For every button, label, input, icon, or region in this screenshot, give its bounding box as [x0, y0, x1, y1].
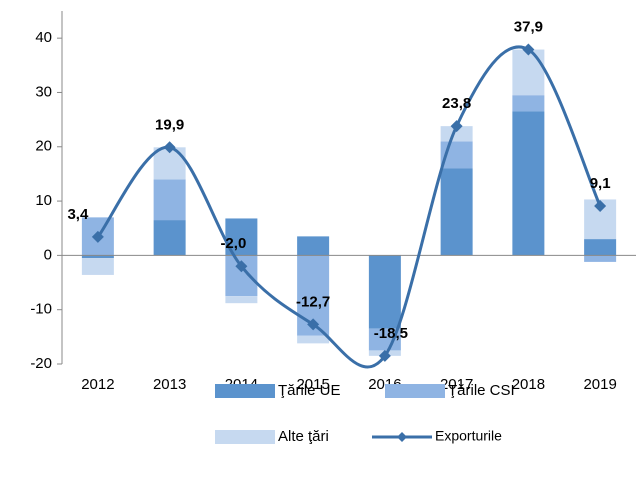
y-tick-label: 30: [35, 83, 52, 100]
data-label: -18,5: [374, 325, 408, 342]
y-tick-label: 0: [44, 246, 52, 263]
marker: [91, 230, 104, 243]
bar: [512, 95, 545, 112]
x-tick-label: 2015: [296, 376, 329, 393]
legend-marker: [397, 432, 407, 442]
legend-swatch: [385, 384, 445, 398]
y-tick-label: -20: [30, 355, 52, 372]
bar: [584, 255, 617, 262]
data-label: 9,1: [590, 175, 611, 192]
x-tick-label: 2017: [440, 376, 473, 393]
bar: [512, 49, 545, 96]
bar: [81, 258, 114, 275]
legend-label: Alte ţări: [278, 428, 329, 445]
marker: [594, 199, 607, 212]
bar: [153, 220, 186, 256]
y-tick-label: -10: [30, 301, 52, 318]
x-tick-label: 2013: [153, 376, 186, 393]
y-tick-label: 20: [35, 138, 52, 155]
legend-label: Exporturile: [435, 428, 502, 444]
y-tick-label: 40: [35, 29, 52, 46]
bar: [368, 328, 401, 351]
bar: [297, 236, 330, 256]
data-label: 23,8: [442, 95, 471, 112]
bar: [81, 255, 114, 259]
bar: [368, 255, 401, 329]
marker: [450, 120, 463, 133]
bar: [440, 168, 473, 256]
marker: [378, 349, 391, 362]
x-tick-label: 2018: [512, 376, 545, 393]
x-tick-label: 2012: [81, 376, 114, 393]
bar: [512, 111, 545, 256]
marker: [235, 260, 248, 273]
data-label: 3,4: [67, 206, 89, 223]
legend-swatch: [215, 384, 275, 398]
data-label: -2,0: [220, 235, 246, 252]
x-tick-label: 2019: [583, 376, 616, 393]
bar: [440, 126, 473, 142]
legend-label: Ţările UE: [278, 382, 341, 399]
marker: [522, 43, 535, 56]
data-label: -12,7: [296, 293, 330, 310]
legend-swatch: [215, 430, 275, 444]
marker: [163, 141, 176, 154]
y-tick-label: 10: [35, 192, 52, 209]
marker: [307, 318, 320, 331]
bar: [153, 179, 186, 221]
legend-label: Ţările CSI: [448, 382, 515, 399]
data-label: 37,9: [514, 19, 543, 36]
data-label: 19,9: [155, 116, 184, 133]
bar: [297, 335, 330, 344]
bar: [225, 296, 258, 304]
bar: [584, 239, 617, 256]
